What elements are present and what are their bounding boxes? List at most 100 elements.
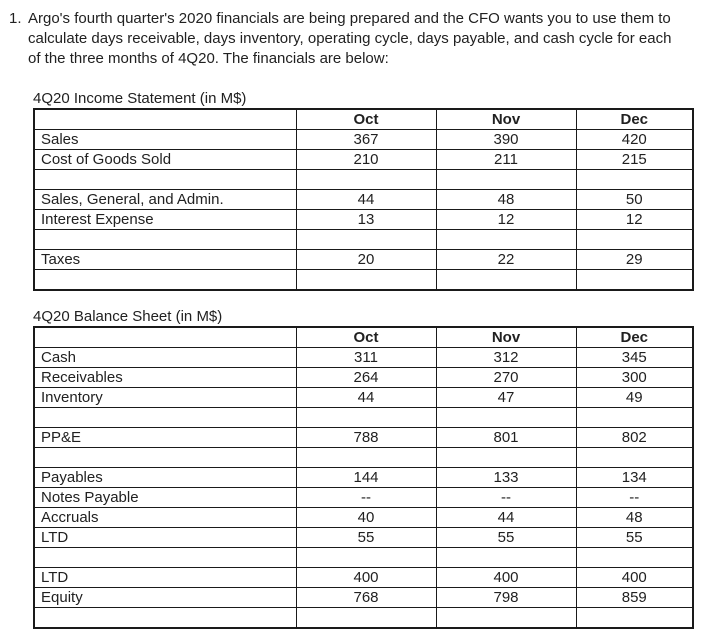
cell-value: 400 — [435, 567, 577, 588]
cell-value: -- — [295, 487, 437, 508]
cell-value: 12 — [435, 209, 577, 230]
row-label: Sales — [33, 129, 297, 150]
cell-value: 345 — [575, 347, 694, 368]
table-row: LTD 400 400 400 — [33, 567, 694, 588]
balance-sheet-table: Oct Nov Dec Cash 311 312 345 Receivables 264 270… — [33, 326, 694, 629]
problem-number: 1. — [9, 10, 22, 27]
cell-value: 801 — [435, 427, 577, 448]
cell-value: 13 — [295, 209, 437, 230]
table-row — [33, 607, 694, 629]
row-label: Accruals — [33, 507, 297, 528]
row-label: Interest Expense — [33, 209, 297, 230]
row-label: Sales, General, and Admin. — [33, 189, 297, 210]
cell-value — [435, 607, 577, 629]
month-header: Nov — [435, 108, 577, 130]
cell-value — [435, 407, 577, 428]
row-label — [33, 169, 297, 190]
month-header: Oct — [295, 108, 437, 130]
cell-value: -- — [435, 487, 577, 508]
cell-value: 215 — [575, 149, 694, 170]
row-label — [33, 447, 297, 468]
cell-value: 55 — [295, 527, 437, 548]
row-label: Taxes — [33, 249, 297, 270]
row-label: Cash — [33, 347, 297, 368]
row-label: LTD — [33, 567, 297, 588]
cell-value: 400 — [295, 567, 437, 588]
cell-value: 312 — [435, 347, 577, 368]
table-row — [33, 169, 694, 190]
month-header: Oct — [295, 326, 437, 348]
cell-value: 788 — [295, 427, 437, 448]
month-header: Dec — [575, 108, 694, 130]
income-statement-section: 4Q20 Income Statement (in M$) Oct Nov Dec … — [33, 90, 694, 291]
cell-value: 420 — [575, 129, 694, 150]
cell-value: 264 — [295, 367, 437, 388]
table-row: Receivables 264 270 300 — [33, 367, 694, 388]
cell-value: 48 — [575, 507, 694, 528]
cell-value — [435, 547, 577, 568]
cell-value — [295, 229, 437, 250]
cell-value — [295, 547, 437, 568]
cell-value — [295, 269, 437, 291]
table-row: Interest Expense 13 12 12 — [33, 209, 694, 230]
cell-value — [575, 169, 694, 190]
cell-value: -- — [575, 487, 694, 508]
cell-value: 133 — [435, 467, 577, 488]
table-row: Equity 768 798 859 — [33, 587, 694, 608]
cell-value: 144 — [295, 467, 437, 488]
table-row: Taxes 20 22 29 — [33, 249, 694, 270]
row-label — [33, 607, 297, 629]
cell-value — [575, 547, 694, 568]
cell-value: 50 — [575, 189, 694, 210]
balance-sheet-title: 4Q20 Balance Sheet (in M$) — [33, 308, 223, 325]
row-label — [33, 269, 297, 291]
problem-statement: 1. Argo's fourth quarter's 2020 financia… — [0, 0, 706, 69]
row-label: Equity — [33, 587, 297, 608]
table-row: Accruals 40 44 48 — [33, 507, 694, 528]
table-row: LTD 55 55 55 — [33, 527, 694, 548]
cell-value: 300 — [575, 367, 694, 388]
cell-value: 55 — [575, 527, 694, 548]
month-header: Dec — [575, 326, 694, 348]
row-label: LTD — [33, 527, 297, 548]
income-statement-table: Oct Nov Dec Sales 367 390 420 Cost of Goods So… — [33, 108, 694, 291]
row-label: Inventory — [33, 387, 297, 408]
balance-sheet-section: 4Q20 Balance Sheet (in M$) Oct Nov Dec Cas… — [33, 308, 694, 629]
cell-value — [295, 407, 437, 428]
cell-value — [295, 169, 437, 190]
table-row — [33, 269, 694, 291]
month-header: Nov — [435, 326, 577, 348]
row-label: Cost of Goods Sold — [33, 149, 297, 170]
cell-value: 390 — [435, 129, 577, 150]
cell-value: 798 — [435, 587, 577, 608]
table-row: Notes Payable -- -- -- — [33, 487, 694, 508]
cell-value: 29 — [575, 249, 694, 270]
header-row: Oct Nov Dec — [33, 326, 694, 348]
cell-value — [435, 269, 577, 291]
header-row: Oct Nov Dec — [33, 108, 694, 130]
cell-value: 859 — [575, 587, 694, 608]
table-row: Inventory 44 47 49 — [33, 387, 694, 408]
cell-value: 48 — [435, 189, 577, 210]
cell-value: 270 — [435, 367, 577, 388]
cell-value: 55 — [435, 527, 577, 548]
cell-value: 768 — [295, 587, 437, 608]
cell-value — [295, 607, 437, 629]
cell-value: 12 — [575, 209, 694, 230]
cell-value: 20 — [295, 249, 437, 270]
cell-value — [435, 447, 577, 468]
cell-value: 44 — [295, 189, 437, 210]
cell-value: 44 — [295, 387, 437, 408]
row-label: PP&E — [33, 427, 297, 448]
row-label-header — [33, 326, 297, 348]
cell-value — [295, 447, 437, 468]
cell-value: 40 — [295, 507, 437, 528]
table-row — [33, 229, 694, 250]
row-label: Notes Payable — [33, 487, 297, 508]
cell-value — [575, 407, 694, 428]
row-label-header — [33, 108, 297, 130]
table-row — [33, 547, 694, 568]
cell-value — [575, 607, 694, 629]
row-label: Payables — [33, 467, 297, 488]
